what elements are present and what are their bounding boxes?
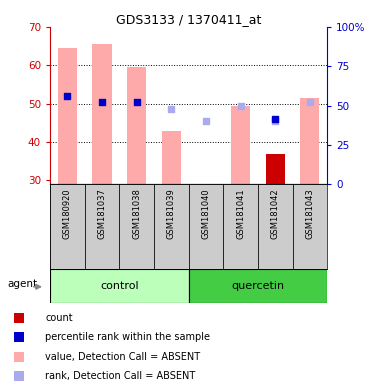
- Text: GSM181042: GSM181042: [271, 189, 280, 239]
- Title: GDS3133 / 1370411_at: GDS3133 / 1370411_at: [116, 13, 261, 26]
- Text: quercetin: quercetin: [231, 281, 285, 291]
- Text: GSM181037: GSM181037: [97, 189, 107, 239]
- Point: [134, 99, 140, 105]
- Bar: [50, 184, 85, 269]
- Bar: [162, 131, 181, 184]
- Point: [16, 354, 22, 360]
- Text: GSM181040: GSM181040: [201, 189, 211, 239]
- Point: [16, 334, 22, 340]
- Bar: [231, 106, 250, 184]
- Text: count: count: [45, 313, 73, 323]
- Point: [168, 106, 174, 113]
- Bar: [258, 184, 293, 269]
- Text: GSM181039: GSM181039: [167, 189, 176, 239]
- Bar: [266, 154, 285, 184]
- Text: GSM181043: GSM181043: [305, 189, 315, 239]
- FancyBboxPatch shape: [189, 269, 327, 303]
- Text: GSM180920: GSM180920: [63, 189, 72, 239]
- Point: [16, 315, 22, 321]
- Point: [272, 118, 278, 124]
- Text: percentile rank within the sample: percentile rank within the sample: [45, 332, 211, 342]
- Bar: [58, 48, 77, 184]
- Bar: [119, 184, 154, 269]
- Text: rank, Detection Call = ABSENT: rank, Detection Call = ABSENT: [45, 371, 196, 381]
- Bar: [189, 184, 223, 269]
- Point: [272, 116, 278, 122]
- Point: [16, 373, 22, 379]
- Text: GSM181041: GSM181041: [236, 189, 245, 239]
- Bar: [293, 184, 327, 269]
- FancyBboxPatch shape: [50, 269, 189, 303]
- Point: [203, 118, 209, 124]
- Text: agent: agent: [8, 279, 38, 290]
- Point: [238, 103, 244, 109]
- Point: [64, 93, 70, 99]
- Point: [99, 99, 105, 105]
- Bar: [223, 184, 258, 269]
- Bar: [85, 184, 119, 269]
- Text: value, Detection Call = ABSENT: value, Detection Call = ABSENT: [45, 352, 201, 362]
- Point: [307, 99, 313, 105]
- Bar: [127, 67, 146, 184]
- Bar: [300, 98, 320, 184]
- Bar: [92, 44, 112, 184]
- Text: GSM181038: GSM181038: [132, 189, 141, 239]
- Text: control: control: [100, 281, 139, 291]
- Bar: [154, 184, 189, 269]
